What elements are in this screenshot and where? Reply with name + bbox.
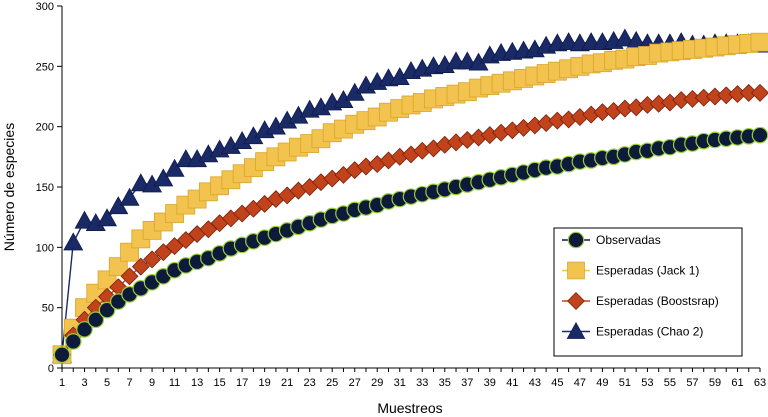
y-tick-label: 300 xyxy=(36,1,54,13)
legend-item: Observadas xyxy=(562,231,661,249)
x-tick-label: 27 xyxy=(349,377,361,389)
y-tick-label: 50 xyxy=(42,303,54,315)
x-tick-label: 11 xyxy=(169,377,180,389)
data-point xyxy=(143,250,162,269)
x-tick-label: 51 xyxy=(619,377,631,389)
legend-label: Observadas xyxy=(596,233,661,247)
legend-items: Observadas Esperadas (Jack 1) Esperadas (B… xyxy=(562,231,719,339)
data-point xyxy=(751,126,768,144)
y-tick-label: 250 xyxy=(36,61,54,73)
x-tick-label: 45 xyxy=(551,377,563,389)
y-tick-label: 200 xyxy=(36,122,54,134)
x-tick-label: 3 xyxy=(81,377,87,389)
legend-marker xyxy=(567,261,585,280)
data-point xyxy=(74,210,95,229)
x-tick-label: 15 xyxy=(213,377,225,389)
y-axis-ticks: 0 50 100 150 200 250 300 xyxy=(36,1,62,375)
x-tick-label: 13 xyxy=(191,377,203,389)
y-tick-label: 100 xyxy=(36,242,54,254)
x-tick-label: 7 xyxy=(126,377,132,389)
series-0 xyxy=(53,126,768,364)
x-tick-label: 57 xyxy=(686,377,698,389)
legend-label: Esperadas (Jack 1) xyxy=(596,264,699,278)
legend-item: Esperadas (Boostsrap) xyxy=(562,292,719,310)
x-tick-label: 59 xyxy=(709,377,721,389)
data-point xyxy=(98,301,116,319)
data-point xyxy=(131,257,150,276)
data-point xyxy=(120,267,139,286)
legend-marker xyxy=(567,292,585,310)
x-tick-label: 37 xyxy=(461,377,473,389)
y-tick-label: 150 xyxy=(36,182,54,194)
data-point xyxy=(614,28,635,47)
data-point xyxy=(53,346,71,364)
x-tick-label: 55 xyxy=(664,377,676,389)
legend-marker xyxy=(566,321,586,339)
data-point xyxy=(76,321,93,338)
data-point xyxy=(751,83,768,102)
legend-box xyxy=(553,227,743,357)
x-tick-label: 41 xyxy=(506,377,518,389)
legend-marker xyxy=(567,231,585,249)
x-tick-label: 63 xyxy=(754,377,766,389)
x-tick-label: 61 xyxy=(731,377,743,389)
x-tick-label: 5 xyxy=(104,377,110,389)
x-axis-label: Muestreos xyxy=(377,400,442,416)
x-tick-label: 49 xyxy=(596,377,608,389)
x-tick-label: 47 xyxy=(574,377,586,389)
data-point xyxy=(119,187,140,206)
x-tick-label: 17 xyxy=(236,377,248,389)
x-tick-label: 33 xyxy=(416,377,428,389)
x-tick-label: 1 xyxy=(59,377,65,389)
x-tick-label: 35 xyxy=(439,377,451,389)
y-tick-label: 0 xyxy=(48,363,54,375)
legend-label: Esperadas (Boostsrap) xyxy=(596,294,719,308)
x-tick-label: 39 xyxy=(484,377,496,389)
data-point xyxy=(153,168,174,187)
x-axis-ticks: 1 3 5 7 9 11 13 15 17 19 21 23 25 27 29 31 33 35 37 39 41 43 4… xyxy=(59,368,766,389)
data-point xyxy=(750,32,768,52)
legend-item: Esperadas (Chao 2) xyxy=(562,321,703,339)
y-axis-label: Número de especies xyxy=(1,123,17,251)
legend-item: Esperadas (Jack 1) xyxy=(562,261,699,280)
x-tick-label: 29 xyxy=(371,377,383,389)
x-tick-label: 25 xyxy=(326,377,338,389)
data-point xyxy=(87,311,105,329)
x-tick-label: 9 xyxy=(149,377,155,389)
x-tick-label: 43 xyxy=(529,377,541,389)
legend-label: Esperadas (Chao 2) xyxy=(596,325,703,339)
data-point xyxy=(97,208,118,227)
data-point xyxy=(164,158,185,177)
series-2 xyxy=(53,83,768,364)
data-point xyxy=(64,333,82,350)
x-tick-label: 19 xyxy=(259,377,271,389)
data-point xyxy=(63,232,84,251)
series-layer xyxy=(52,28,768,365)
series-1 xyxy=(52,32,768,365)
legend: Observadas Esperadas (Jack 1) Esperadas (B… xyxy=(553,227,743,357)
x-tick-label: 21 xyxy=(281,377,293,389)
x-tick-label: 23 xyxy=(304,377,316,389)
data-point xyxy=(108,257,128,277)
x-tick-label: 31 xyxy=(394,377,406,389)
x-tick-label: 53 xyxy=(641,377,653,389)
